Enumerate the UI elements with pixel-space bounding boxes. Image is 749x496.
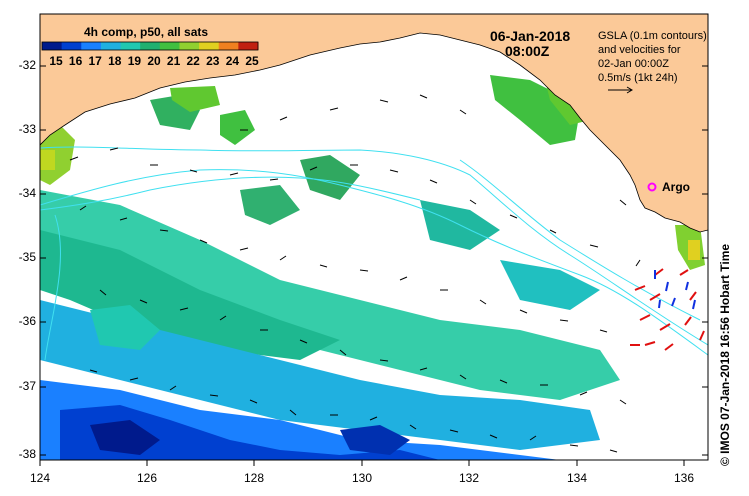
colorbar-tick-label: 17 xyxy=(88,54,102,68)
colorbar-frame xyxy=(41,41,259,51)
x-tick-label: 134 xyxy=(566,471,588,485)
colorbar-tick-label: 15 xyxy=(49,54,63,68)
colorbar-tick-label: 23 xyxy=(206,54,220,68)
colorbar-segment xyxy=(218,42,239,50)
colorbar-segment xyxy=(100,42,122,50)
colorbar-tick-label: 20 xyxy=(147,54,161,68)
legend-line-1: GSLA (0.1m contours) xyxy=(598,30,707,42)
colorbar-tick-label: 18 xyxy=(108,54,122,68)
x-tick-label: 132 xyxy=(458,471,480,485)
x-tick-label: 126 xyxy=(136,471,158,485)
colorbar-segment xyxy=(199,42,220,50)
colorbar-tick-label: 16 xyxy=(68,54,83,68)
colorbar-segment xyxy=(179,42,200,50)
colorbar-tick-label: 25 xyxy=(245,54,259,68)
colorbar-tick-label: 22 xyxy=(186,54,200,68)
colorbar-tick-label: 24 xyxy=(225,54,240,68)
x-tick-label: 136 xyxy=(673,471,695,485)
y-tick-label: -32 xyxy=(18,58,36,72)
y-tick-label: -34 xyxy=(18,186,36,200)
argo-marker xyxy=(647,182,657,192)
velocity-arrows xyxy=(69,94,641,453)
argo-label: Argo xyxy=(662,180,690,194)
colorbar-tick-label: 19 xyxy=(127,54,142,68)
colorbar-segment xyxy=(238,42,259,50)
colorbar-segment xyxy=(61,42,82,50)
y-tick-label: -36 xyxy=(18,314,36,328)
colorbar-segment xyxy=(120,42,141,50)
highlighted-arrows xyxy=(630,268,705,351)
colorbar-segment xyxy=(159,42,180,50)
sst-patches xyxy=(40,75,705,460)
x-tick-label: 124 xyxy=(29,471,51,485)
y-tick-label: -38 xyxy=(18,447,36,461)
gsla-contours xyxy=(40,146,708,361)
legend-line-3: 02-Jan 00:00Z xyxy=(598,58,669,70)
x-tick-label: 130 xyxy=(351,471,373,485)
map-time: 08:00Z xyxy=(505,43,550,59)
legend-line-4: 0.5m/s (1kt 24h) xyxy=(598,72,678,84)
colorbar-label: 4h comp, p50, all sats xyxy=(84,25,209,39)
map-date: 06-Jan-2018 xyxy=(490,28,571,44)
plot-frame xyxy=(39,13,709,461)
y-tick-marks xyxy=(40,65,708,456)
credit-text: © IMOS 07-Jan-2018 16:56 Hobart Time xyxy=(718,243,732,466)
y-tick-label: -33 xyxy=(18,122,36,136)
x-tick-marks xyxy=(39,460,685,466)
legend-line-2: and velocities for xyxy=(598,44,681,56)
x-tick-label: 128 xyxy=(243,471,265,485)
land-mass xyxy=(40,14,708,233)
y-tick-label: -35 xyxy=(18,250,36,264)
colorbar-segment xyxy=(81,42,102,50)
colorbar-tick-label: 21 xyxy=(166,54,181,68)
legend-arrow xyxy=(608,86,633,94)
colorbar-segment xyxy=(42,42,63,50)
colorbar xyxy=(42,42,259,50)
y-tick-label: -37 xyxy=(18,379,36,393)
colorbar-segment xyxy=(140,42,161,50)
